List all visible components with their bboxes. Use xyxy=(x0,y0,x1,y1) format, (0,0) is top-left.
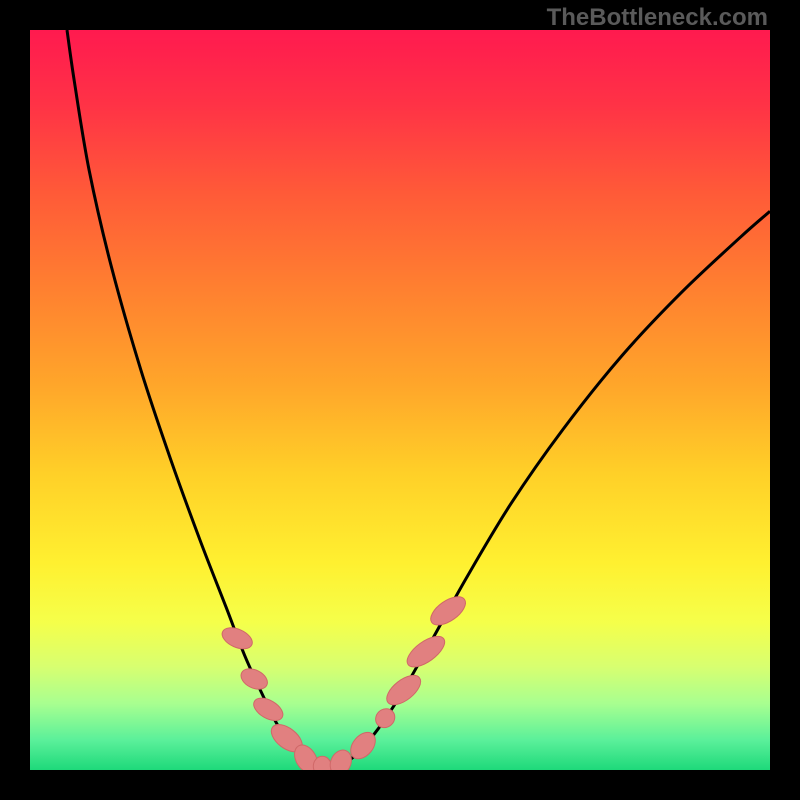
chart-svg xyxy=(30,30,770,770)
watermark-text: TheBottleneck.com xyxy=(547,4,768,32)
gradient-background xyxy=(30,30,770,770)
chart-frame: TheBottleneck.com xyxy=(0,0,800,800)
plot-area xyxy=(30,30,770,770)
